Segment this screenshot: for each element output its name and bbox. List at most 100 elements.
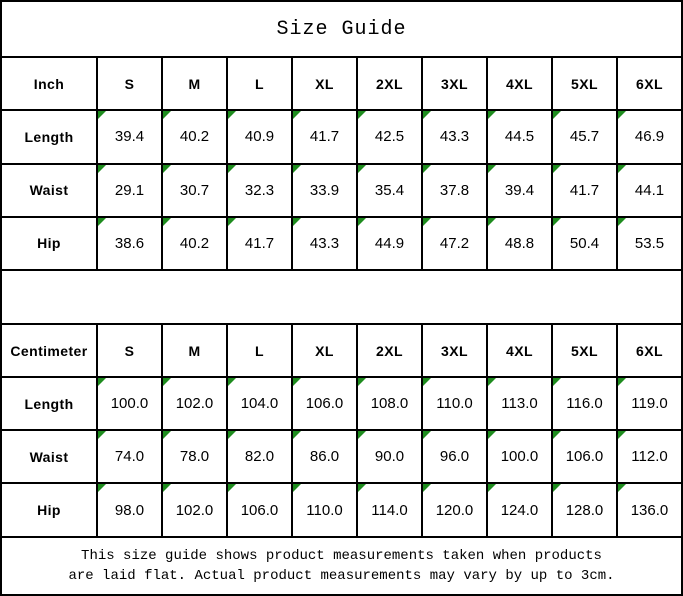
inch-header-row: Inch S M L XL 2XL 3XL 4XL 5XL 6XL — [0, 56, 683, 112]
flag-triangle-icon — [99, 485, 106, 493]
row-label: Length — [0, 109, 98, 165]
size-value-cell: 106.0 — [291, 376, 358, 432]
size-value: 108.0 — [370, 395, 409, 413]
flag-triangle-icon — [164, 112, 171, 120]
size-value: 40.2 — [179, 128, 210, 146]
cm-length-row: Length 100.0 102.0 104.0 106.0 108.0 110… — [0, 376, 683, 432]
size-value: 106.0 — [565, 448, 604, 466]
flag-triangle-icon — [489, 165, 496, 173]
size-col-header: 5XL — [551, 323, 618, 379]
size-value: 37.8 — [439, 181, 470, 199]
size-value: 86.0 — [309, 448, 340, 466]
size-value-cell: 112.0 — [616, 429, 683, 485]
size-value: 124.0 — [500, 501, 539, 519]
size-col-header: 3XL — [421, 56, 488, 112]
flag-triangle-icon — [229, 485, 236, 493]
size-value-cell: 106.0 — [226, 482, 293, 538]
flag-triangle-icon — [229, 432, 236, 440]
row-label: Hip — [0, 215, 98, 271]
size-value-cell: 53.5 — [616, 215, 683, 271]
footnote-line2: are laid flat. Actual product measuremen… — [68, 567, 615, 584]
flag-triangle-icon — [294, 112, 301, 120]
flag-triangle-icon — [489, 112, 496, 120]
size-col-header: 3XL — [421, 323, 488, 379]
size-value: 82.0 — [244, 448, 275, 466]
size-value-cell: 45.7 — [551, 109, 618, 165]
row-label: Waist — [0, 162, 98, 218]
size-value: 78.0 — [179, 448, 210, 466]
size-value-cell: 48.8 — [486, 215, 553, 271]
flag-triangle-icon — [164, 432, 171, 440]
size-value-cell: 37.8 — [421, 162, 488, 218]
size-col-header: 6XL — [616, 323, 683, 379]
flag-triangle-icon — [359, 218, 366, 226]
flag-triangle-icon — [489, 432, 496, 440]
footnote-cell: This size guide shows product measuremen… — [0, 535, 683, 596]
size-value-cell: 106.0 — [551, 429, 618, 485]
size-col-header: L — [226, 323, 293, 379]
flag-triangle-icon — [229, 379, 236, 387]
size-value-cell: 114.0 — [356, 482, 423, 538]
size-value-cell: 86.0 — [291, 429, 358, 485]
size-value-cell: 32.3 — [226, 162, 293, 218]
size-value-cell: 78.0 — [161, 429, 228, 485]
size-value: 39.4 — [114, 128, 145, 146]
size-value: 136.0 — [630, 501, 669, 519]
size-col-header: 4XL — [486, 323, 553, 379]
size-col-header: M — [161, 323, 228, 379]
unit-header-centimeter: Centimeter — [0, 323, 98, 379]
flag-triangle-icon — [164, 485, 171, 493]
size-col-header: 2XL — [356, 56, 423, 112]
size-value-cell: 119.0 — [616, 376, 683, 432]
size-value-cell: 44.5 — [486, 109, 553, 165]
size-value: 29.1 — [114, 181, 145, 199]
size-value: 44.5 — [504, 128, 535, 146]
footnote-row: This size guide shows product measuremen… — [0, 535, 683, 596]
size-value-cell: 40.9 — [226, 109, 293, 165]
flag-triangle-icon — [489, 485, 496, 493]
size-value: 45.7 — [569, 128, 600, 146]
size-value-cell: 46.9 — [616, 109, 683, 165]
size-value-cell: 102.0 — [161, 482, 228, 538]
size-value-cell: 44.9 — [356, 215, 423, 271]
flag-triangle-icon — [619, 165, 626, 173]
flag-triangle-icon — [294, 485, 301, 493]
size-value: 100.0 — [500, 448, 539, 466]
row-label: Hip — [0, 482, 98, 538]
size-value: 96.0 — [439, 448, 470, 466]
size-value: 98.0 — [114, 501, 145, 519]
size-value-cell: 74.0 — [96, 429, 163, 485]
size-value-cell: 100.0 — [96, 376, 163, 432]
size-col-header: XL — [291, 56, 358, 112]
size-value-cell: 40.2 — [161, 215, 228, 271]
flag-triangle-icon — [489, 379, 496, 387]
page-title: Size Guide — [0, 0, 683, 59]
flag-triangle-icon — [619, 432, 626, 440]
size-value-cell: 90.0 — [356, 429, 423, 485]
flag-triangle-icon — [294, 379, 301, 387]
flag-triangle-icon — [619, 112, 626, 120]
flag-triangle-icon — [359, 485, 366, 493]
size-value-cell: 116.0 — [551, 376, 618, 432]
footnote-line1: This size guide shows product measuremen… — [81, 547, 602, 564]
size-value: 38.6 — [114, 234, 145, 252]
flag-triangle-icon — [164, 165, 171, 173]
size-value-cell: 41.7 — [226, 215, 293, 271]
size-value: 41.7 — [309, 128, 340, 146]
flag-triangle-icon — [99, 379, 106, 387]
flag-triangle-icon — [99, 432, 106, 440]
flag-triangle-icon — [554, 485, 561, 493]
size-value-cell: 98.0 — [96, 482, 163, 538]
size-value-cell: 35.4 — [356, 162, 423, 218]
size-value: 50.4 — [569, 234, 600, 252]
size-value: 90.0 — [374, 448, 405, 466]
size-value-cell: 108.0 — [356, 376, 423, 432]
size-value-cell: 110.0 — [291, 482, 358, 538]
size-col-header: 2XL — [356, 323, 423, 379]
size-value-cell: 124.0 — [486, 482, 553, 538]
inch-length-row: Length 39.4 40.2 40.9 41.7 42.5 43.3 44.… — [0, 109, 683, 165]
cm-waist-row: Waist 74.0 78.0 82.0 86.0 90.0 96.0 100.… — [0, 429, 683, 485]
size-value: 30.7 — [179, 181, 210, 199]
inch-waist-row: Waist 29.1 30.7 32.3 33.9 35.4 37.8 39.4… — [0, 162, 683, 218]
